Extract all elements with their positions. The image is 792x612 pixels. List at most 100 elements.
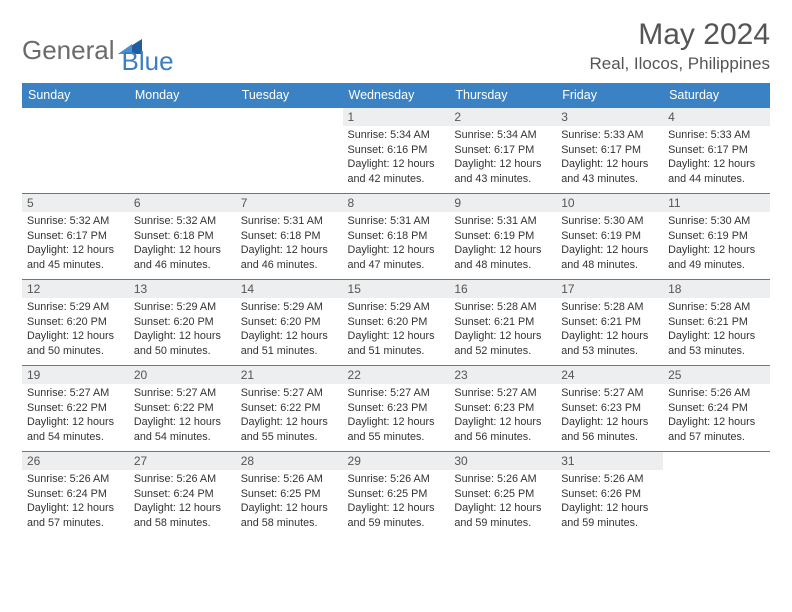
calendar-day-cell: 26Sunrise: 5:26 AMSunset: 6:24 PMDayligh… bbox=[22, 452, 129, 538]
daylight-line: Daylight: 12 hours and 50 minutes. bbox=[27, 329, 124, 358]
sunset-line: Sunset: 6:19 PM bbox=[561, 229, 658, 244]
daylight-line: Daylight: 12 hours and 49 minutes. bbox=[668, 243, 765, 272]
calendar-day-cell: 4Sunrise: 5:33 AMSunset: 6:17 PMDaylight… bbox=[663, 108, 770, 194]
day-number: 8 bbox=[343, 194, 450, 212]
day-details: Sunrise: 5:26 AMSunset: 6:25 PMDaylight:… bbox=[343, 470, 450, 534]
location-subtitle: Real, Ilocos, Philippines bbox=[590, 54, 770, 74]
day-details: Sunrise: 5:31 AMSunset: 6:19 PMDaylight:… bbox=[449, 212, 556, 276]
day-details: Sunrise: 5:33 AMSunset: 6:17 PMDaylight:… bbox=[556, 126, 663, 190]
day-details: Sunrise: 5:31 AMSunset: 6:18 PMDaylight:… bbox=[343, 212, 450, 276]
sunset-line: Sunset: 6:16 PM bbox=[348, 143, 445, 158]
day-details: Sunrise: 5:26 AMSunset: 6:25 PMDaylight:… bbox=[236, 470, 343, 534]
calendar-day-cell: 14Sunrise: 5:29 AMSunset: 6:20 PMDayligh… bbox=[236, 280, 343, 366]
calendar-day-cell: 31Sunrise: 5:26 AMSunset: 6:26 PMDayligh… bbox=[556, 452, 663, 538]
weekday-header: Tuesday bbox=[236, 83, 343, 108]
day-details: Sunrise: 5:30 AMSunset: 6:19 PMDaylight:… bbox=[663, 212, 770, 276]
sunset-line: Sunset: 6:25 PM bbox=[348, 487, 445, 502]
daylight-line: Daylight: 12 hours and 43 minutes. bbox=[454, 157, 551, 186]
day-number: 26 bbox=[22, 452, 129, 470]
day-details: Sunrise: 5:34 AMSunset: 6:17 PMDaylight:… bbox=[449, 126, 556, 190]
calendar-week-row: 26Sunrise: 5:26 AMSunset: 6:24 PMDayligh… bbox=[22, 452, 770, 538]
daylight-line: Daylight: 12 hours and 46 minutes. bbox=[134, 243, 231, 272]
calendar-day-cell: 15Sunrise: 5:29 AMSunset: 6:20 PMDayligh… bbox=[343, 280, 450, 366]
day-number: 28 bbox=[236, 452, 343, 470]
day-number: 24 bbox=[556, 366, 663, 384]
logo-text-blue: Blue bbox=[122, 46, 174, 77]
day-number: 12 bbox=[22, 280, 129, 298]
day-number: 3 bbox=[556, 108, 663, 126]
day-number: 5 bbox=[22, 194, 129, 212]
sunrise-line: Sunrise: 5:31 AM bbox=[348, 214, 445, 229]
day-number: 16 bbox=[449, 280, 556, 298]
sunrise-line: Sunrise: 5:31 AM bbox=[241, 214, 338, 229]
calendar-day-cell: 6Sunrise: 5:32 AMSunset: 6:18 PMDaylight… bbox=[129, 194, 236, 280]
sunrise-line: Sunrise: 5:28 AM bbox=[454, 300, 551, 315]
sunrise-line: Sunrise: 5:30 AM bbox=[668, 214, 765, 229]
sunrise-line: Sunrise: 5:33 AM bbox=[561, 128, 658, 143]
sunset-line: Sunset: 6:17 PM bbox=[668, 143, 765, 158]
calendar-day-cell: 13Sunrise: 5:29 AMSunset: 6:20 PMDayligh… bbox=[129, 280, 236, 366]
sunset-line: Sunset: 6:20 PM bbox=[348, 315, 445, 330]
day-details: Sunrise: 5:27 AMSunset: 6:22 PMDaylight:… bbox=[22, 384, 129, 448]
day-number: 10 bbox=[556, 194, 663, 212]
day-number: 18 bbox=[663, 280, 770, 298]
day-details: Sunrise: 5:32 AMSunset: 6:17 PMDaylight:… bbox=[22, 212, 129, 276]
sunrise-line: Sunrise: 5:27 AM bbox=[454, 386, 551, 401]
day-details: Sunrise: 5:28 AMSunset: 6:21 PMDaylight:… bbox=[663, 298, 770, 362]
calendar-day-cell: 24Sunrise: 5:27 AMSunset: 6:23 PMDayligh… bbox=[556, 366, 663, 452]
calendar-body: 1Sunrise: 5:34 AMSunset: 6:16 PMDaylight… bbox=[22, 108, 770, 538]
day-details: Sunrise: 5:34 AMSunset: 6:16 PMDaylight:… bbox=[343, 126, 450, 190]
sunset-line: Sunset: 6:18 PM bbox=[241, 229, 338, 244]
day-details: Sunrise: 5:26 AMSunset: 6:24 PMDaylight:… bbox=[663, 384, 770, 448]
daylight-line: Daylight: 12 hours and 45 minutes. bbox=[27, 243, 124, 272]
day-details: Sunrise: 5:27 AMSunset: 6:22 PMDaylight:… bbox=[236, 384, 343, 448]
daylight-line: Daylight: 12 hours and 46 minutes. bbox=[241, 243, 338, 272]
weekday-header: Friday bbox=[556, 83, 663, 108]
daylight-line: Daylight: 12 hours and 51 minutes. bbox=[241, 329, 338, 358]
sunrise-line: Sunrise: 5:30 AM bbox=[561, 214, 658, 229]
calendar-day-cell bbox=[236, 108, 343, 194]
sunrise-line: Sunrise: 5:27 AM bbox=[27, 386, 124, 401]
calendar-day-cell: 27Sunrise: 5:26 AMSunset: 6:24 PMDayligh… bbox=[129, 452, 236, 538]
daylight-line: Daylight: 12 hours and 57 minutes. bbox=[668, 415, 765, 444]
daylight-line: Daylight: 12 hours and 56 minutes. bbox=[561, 415, 658, 444]
daylight-line: Daylight: 12 hours and 43 minutes. bbox=[561, 157, 658, 186]
sunrise-line: Sunrise: 5:29 AM bbox=[27, 300, 124, 315]
day-number: 27 bbox=[129, 452, 236, 470]
sunrise-line: Sunrise: 5:26 AM bbox=[134, 472, 231, 487]
sunrise-line: Sunrise: 5:28 AM bbox=[668, 300, 765, 315]
calendar-day-cell: 23Sunrise: 5:27 AMSunset: 6:23 PMDayligh… bbox=[449, 366, 556, 452]
sunset-line: Sunset: 6:24 PM bbox=[134, 487, 231, 502]
day-details: Sunrise: 5:32 AMSunset: 6:18 PMDaylight:… bbox=[129, 212, 236, 276]
calendar-day-cell: 7Sunrise: 5:31 AMSunset: 6:18 PMDaylight… bbox=[236, 194, 343, 280]
day-details: Sunrise: 5:29 AMSunset: 6:20 PMDaylight:… bbox=[343, 298, 450, 362]
day-details: Sunrise: 5:33 AMSunset: 6:17 PMDaylight:… bbox=[663, 126, 770, 190]
calendar-day-cell: 30Sunrise: 5:26 AMSunset: 6:25 PMDayligh… bbox=[449, 452, 556, 538]
day-details: Sunrise: 5:29 AMSunset: 6:20 PMDaylight:… bbox=[129, 298, 236, 362]
daylight-line: Daylight: 12 hours and 42 minutes. bbox=[348, 157, 445, 186]
month-title: May 2024 bbox=[590, 18, 770, 52]
day-number: 6 bbox=[129, 194, 236, 212]
daylight-line: Daylight: 12 hours and 48 minutes. bbox=[561, 243, 658, 272]
daylight-line: Daylight: 12 hours and 53 minutes. bbox=[668, 329, 765, 358]
daylight-line: Daylight: 12 hours and 54 minutes. bbox=[134, 415, 231, 444]
day-details: Sunrise: 5:26 AMSunset: 6:24 PMDaylight:… bbox=[129, 470, 236, 534]
day-details: Sunrise: 5:27 AMSunset: 6:23 PMDaylight:… bbox=[449, 384, 556, 448]
daylight-line: Daylight: 12 hours and 50 minutes. bbox=[134, 329, 231, 358]
day-number: 9 bbox=[449, 194, 556, 212]
calendar-day-cell bbox=[663, 452, 770, 538]
daylight-line: Daylight: 12 hours and 47 minutes. bbox=[348, 243, 445, 272]
calendar-day-cell: 1Sunrise: 5:34 AMSunset: 6:16 PMDaylight… bbox=[343, 108, 450, 194]
day-number: 2 bbox=[449, 108, 556, 126]
sunrise-line: Sunrise: 5:34 AM bbox=[454, 128, 551, 143]
day-number: 13 bbox=[129, 280, 236, 298]
day-details: Sunrise: 5:28 AMSunset: 6:21 PMDaylight:… bbox=[449, 298, 556, 362]
calendar-day-cell: 2Sunrise: 5:34 AMSunset: 6:17 PMDaylight… bbox=[449, 108, 556, 194]
day-number: 15 bbox=[343, 280, 450, 298]
calendar-day-cell: 22Sunrise: 5:27 AMSunset: 6:23 PMDayligh… bbox=[343, 366, 450, 452]
sunrise-line: Sunrise: 5:34 AM bbox=[348, 128, 445, 143]
logo-text-general: General bbox=[22, 35, 115, 66]
daylight-line: Daylight: 12 hours and 48 minutes. bbox=[454, 243, 551, 272]
calendar-day-cell: 11Sunrise: 5:30 AMSunset: 6:19 PMDayligh… bbox=[663, 194, 770, 280]
sunrise-line: Sunrise: 5:32 AM bbox=[134, 214, 231, 229]
